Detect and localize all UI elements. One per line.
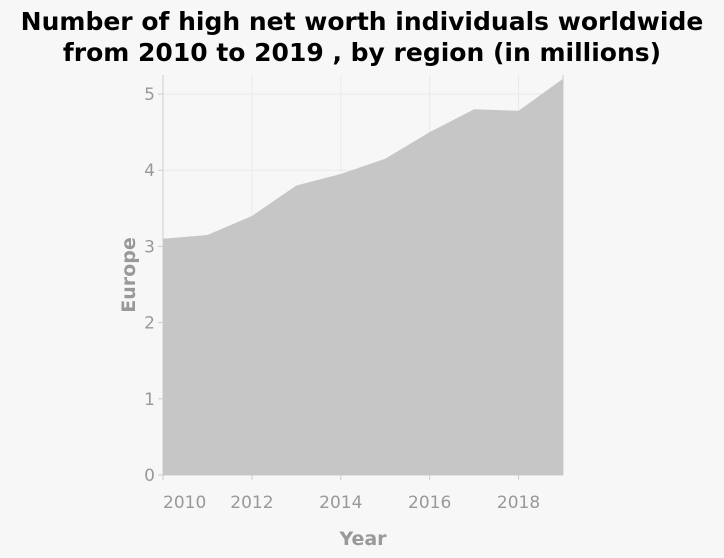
y-tick-label: 3 (144, 237, 155, 257)
y-tick-label: 1 (144, 390, 155, 410)
y-tick-label: 5 (144, 85, 155, 105)
x-tick-label: 2012 (230, 493, 273, 513)
x-tick-label: 2018 (497, 493, 540, 513)
x-tick-label: 2016 (408, 493, 451, 513)
x-tick-label: 2010 (163, 493, 206, 513)
y-tick-label: 2 (144, 314, 155, 334)
x-tick-label: 2014 (319, 493, 362, 513)
area-series (163, 78, 563, 476)
chart-title: Number of high net worth individuals wor… (20, 7, 704, 67)
x-axis-label: Year (338, 528, 387, 550)
y-tick-label: 0 (144, 466, 155, 486)
y-tick-label: 4 (144, 161, 155, 181)
y-axis-label: Europe (118, 237, 140, 312)
